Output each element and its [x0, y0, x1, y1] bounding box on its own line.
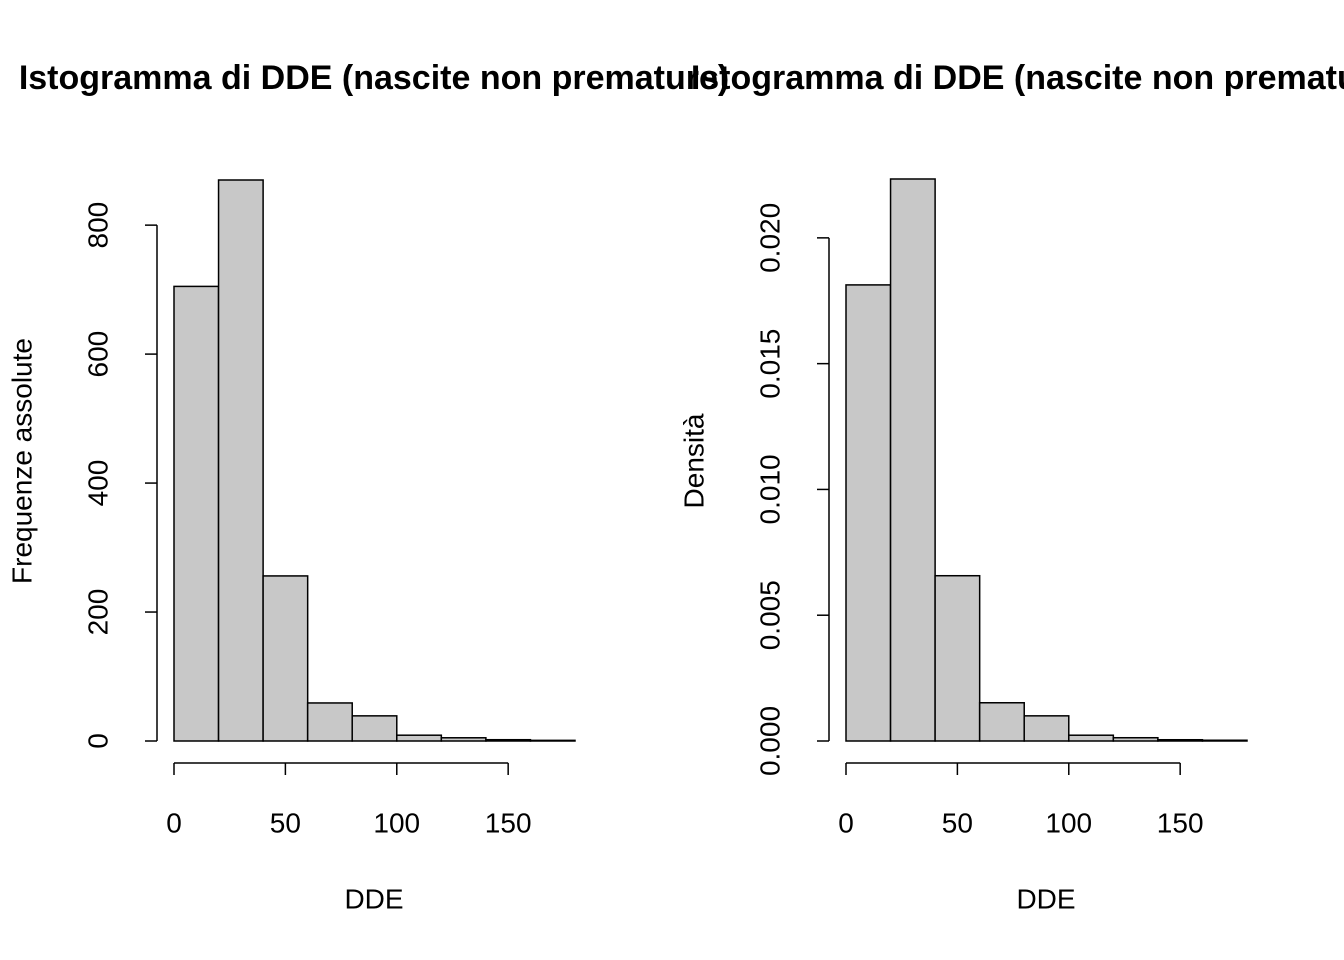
- y-tick-label: 0: [82, 733, 113, 749]
- bar: [845, 284, 892, 742]
- x-tick-label: 150: [1157, 807, 1204, 838]
- y-tick-label: 0.005: [754, 580, 785, 650]
- y-tick-label: 600: [82, 331, 113, 378]
- bar: [889, 178, 936, 742]
- bar: [262, 575, 309, 742]
- bar: [529, 739, 576, 742]
- chart-title: Istogramma di DDE (nascite non premature…: [19, 59, 729, 97]
- x-tick-label: 0: [838, 807, 854, 838]
- bar: [1201, 739, 1248, 742]
- bar: [934, 574, 981, 742]
- x-axis-label: DDE: [344, 883, 403, 914]
- y-tick-label: 0.020: [754, 203, 785, 273]
- bar: [978, 702, 1025, 742]
- y-tick-label: 0.010: [754, 454, 785, 524]
- bar: [173, 285, 220, 742]
- x-tick-label: 100: [373, 807, 420, 838]
- bar: [217, 179, 264, 742]
- bar: [1157, 738, 1204, 742]
- bar: [1068, 734, 1115, 742]
- y-tick-label: 0.015: [754, 329, 785, 399]
- bar: [440, 737, 487, 742]
- x-tick-label: 50: [942, 807, 973, 838]
- y-axis-label: Frequenze assolute: [6, 338, 37, 584]
- x-tick-label: 50: [270, 807, 301, 838]
- x-tick-label: 100: [1045, 807, 1092, 838]
- bar: [351, 715, 398, 742]
- bar: [306, 702, 353, 742]
- y-tick-label: 400: [82, 460, 113, 507]
- bar: [1023, 715, 1070, 742]
- y-tick-label: 200: [82, 589, 113, 636]
- y-tick-label: 800: [82, 202, 113, 249]
- bar: [485, 738, 532, 742]
- x-tick-label: 150: [485, 807, 532, 838]
- x-axis-label: DDE: [1016, 883, 1075, 914]
- y-tick-label: 0.000: [754, 706, 785, 776]
- chart-title: Istogramma di DDE (nascite non premature…: [691, 59, 1344, 97]
- x-tick-label: 0: [166, 807, 182, 838]
- y-axis-label: Densità: [678, 413, 709, 508]
- bar: [396, 734, 443, 742]
- bar: [1112, 736, 1159, 742]
